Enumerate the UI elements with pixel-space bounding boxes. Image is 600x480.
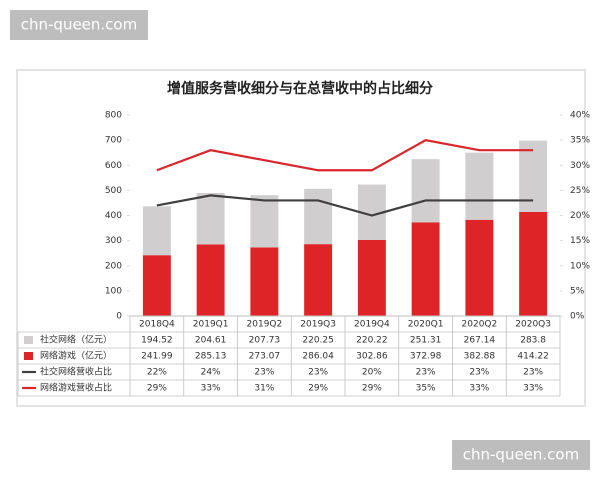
table-value: 23%: [469, 368, 489, 378]
table-value: 35%: [416, 384, 436, 394]
x-tick-label: 2020Q2: [462, 320, 498, 330]
table-value: 23%: [523, 368, 543, 378]
bar: [142, 255, 171, 316]
table-value: 283.8: [520, 336, 546, 346]
bar: [411, 159, 440, 223]
y2-tick-label: 20%: [570, 211, 590, 221]
watermark: chn-queen.com: [463, 446, 579, 464]
table-value: 273.07: [249, 352, 281, 362]
x-tick-label: 2019Q4: [354, 320, 390, 330]
watermark-box: [452, 440, 590, 470]
table-value: 194.52: [141, 336, 173, 346]
x-tick-label: 2019Q3: [300, 320, 336, 330]
line: [156, 194, 534, 217]
x-tick-label: 2020Q3: [515, 320, 551, 330]
y-tick-label: 200: [105, 261, 122, 271]
x-tick-label: 2020Q1: [408, 320, 444, 330]
bar: [465, 219, 494, 316]
y-tick-label: 400: [105, 211, 122, 221]
bar: [250, 247, 279, 316]
x-tick-label: 2019Q1: [193, 320, 229, 330]
y-tick-label: 500: [105, 186, 122, 196]
table-value: 414.22: [517, 352, 549, 362]
y2-tick-label: 35%: [570, 136, 590, 146]
y-tick-label: 100: [105, 286, 122, 296]
y-tick-label: 300: [105, 236, 122, 246]
legend-label: 网络游戏（亿元）: [40, 350, 112, 362]
table-value: 33%: [523, 384, 543, 394]
legend-label: 网络游戏营收占比: [40, 382, 112, 394]
watermark: chn-queen.com: [21, 16, 137, 34]
table-value: 24%: [201, 368, 221, 378]
table-value: 23%: [254, 368, 274, 378]
bar: [196, 192, 225, 245]
y2-tick-label: 0%: [570, 312, 585, 322]
table-value: 382.88: [464, 352, 496, 362]
table-value: 23%: [416, 368, 436, 378]
table-value: 29%: [147, 384, 167, 394]
watermark-box: [10, 10, 148, 40]
table-value: 23%: [308, 368, 328, 378]
table-value: 251.31: [410, 336, 442, 346]
y2-tick-label: 40%: [570, 111, 590, 121]
table-value: 285.13: [195, 352, 227, 362]
table-value: 204.61: [195, 336, 227, 346]
bar: [465, 152, 494, 220]
bar: [411, 222, 440, 316]
chart-title: 增值服务营收细分与在总营收中的占比细分: [167, 80, 433, 97]
y2-tick-label: 10%: [570, 261, 590, 271]
table-value: 33%: [201, 384, 221, 394]
table-value: 22%: [147, 368, 167, 378]
table-value: 20%: [362, 368, 382, 378]
y2-tick-label: 25%: [570, 186, 590, 196]
bar: [196, 244, 225, 316]
table-value: 29%: [362, 384, 382, 394]
legend-label: 社交网络营收占比: [40, 366, 112, 378]
y-tick-label: 800: [105, 111, 122, 121]
y2-tick-label: 5%: [570, 286, 585, 296]
table-value: 286.04: [302, 352, 334, 362]
table-value: 267.14: [464, 336, 496, 346]
line: [156, 138, 534, 172]
bar: [357, 239, 386, 316]
bar: [519, 211, 548, 316]
y-tick-label: 700: [105, 136, 122, 146]
table-value: 220.25: [302, 336, 334, 346]
table-value: 241.99: [141, 352, 173, 362]
bar: [250, 195, 279, 248]
y2-tick-label: 30%: [570, 161, 590, 171]
legend-label: 社交网络（亿元）: [40, 334, 112, 346]
x-tick-label: 2019Q2: [247, 320, 283, 330]
table-value: 29%: [308, 384, 328, 394]
bar: [304, 188, 333, 245]
x-tick-label: 2018Q4: [139, 320, 175, 330]
table-value: 302.86: [356, 352, 388, 362]
table-value: 207.73: [249, 336, 281, 346]
legend-swatch: [24, 336, 33, 344]
table-value: 31%: [254, 384, 274, 394]
y2-tick-label: 15%: [570, 236, 590, 246]
table-value: 220.22: [356, 336, 388, 346]
bar: [142, 206, 171, 256]
y-tick-label: 0: [116, 312, 122, 322]
legend-swatch: [24, 352, 33, 360]
table-value: 33%: [469, 384, 489, 394]
table-value: 372.98: [410, 352, 442, 362]
bar: [304, 244, 333, 316]
y-tick-label: 600: [105, 161, 122, 171]
